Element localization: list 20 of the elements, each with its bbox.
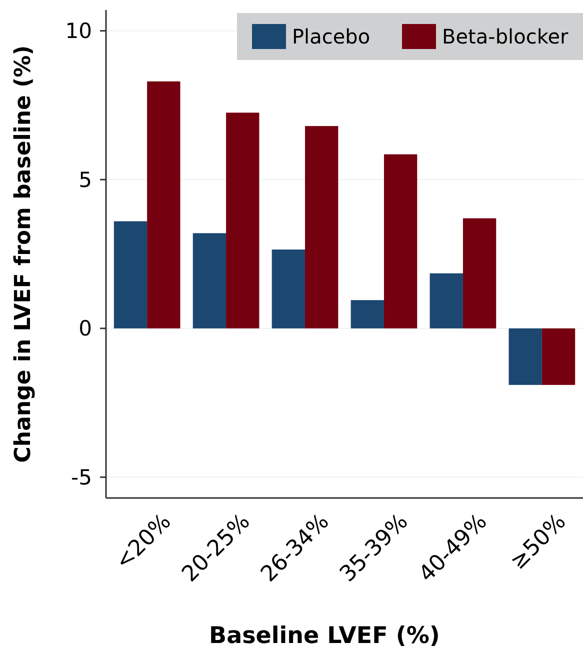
bar xyxy=(272,250,306,328)
y-axis-title: Change in LVEF from baseline (%) xyxy=(11,45,36,463)
bar xyxy=(192,233,226,328)
y-tick-label: 0 xyxy=(78,316,92,341)
legend-label: Beta-blocker xyxy=(442,24,569,48)
bar xyxy=(384,154,418,328)
bar xyxy=(114,221,148,328)
legend-label: Placebo xyxy=(292,24,370,48)
bar xyxy=(305,126,338,328)
y-tick-label: 10 xyxy=(65,19,92,44)
bar xyxy=(508,328,542,385)
y-tick-label: -5 xyxy=(71,466,92,490)
bar xyxy=(542,328,576,385)
bar xyxy=(462,218,496,328)
y-tick-label: 5 xyxy=(78,168,92,192)
x-axis-title: Baseline LVEF (%) xyxy=(209,623,440,649)
bar xyxy=(350,300,384,328)
bar xyxy=(226,112,260,328)
bar xyxy=(430,273,463,328)
bar xyxy=(147,81,180,328)
